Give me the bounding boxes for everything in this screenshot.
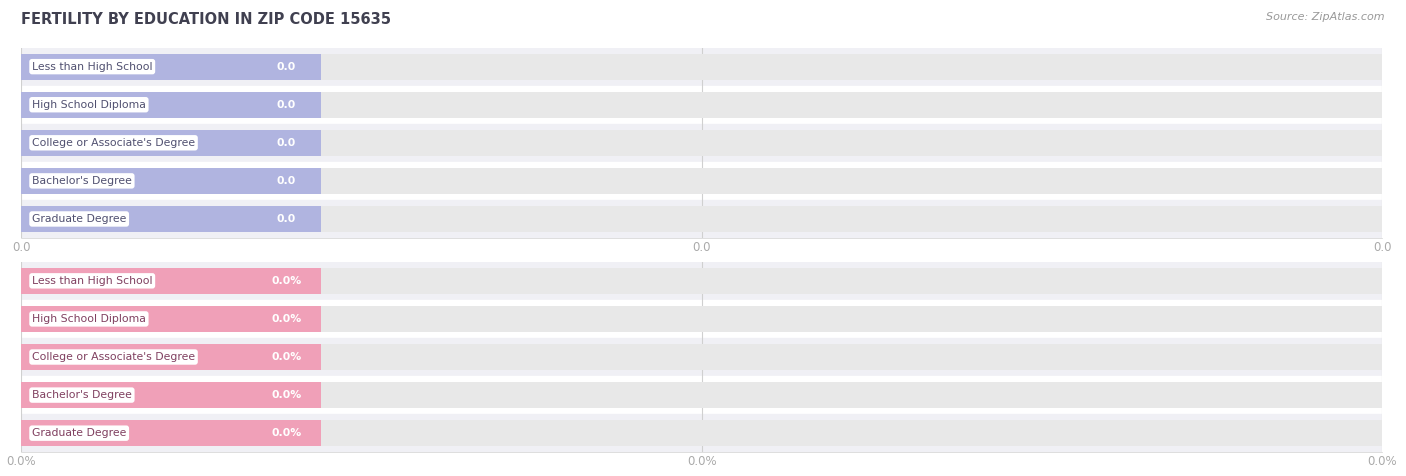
- Bar: [21, 48, 1382, 86]
- Bar: [21, 382, 1382, 408]
- Text: High School Diploma: High School Diploma: [32, 99, 146, 110]
- Bar: [21, 168, 1382, 194]
- Text: Bachelor's Degree: Bachelor's Degree: [32, 390, 132, 400]
- Bar: [21, 420, 1382, 446]
- Text: Less than High School: Less than High School: [32, 61, 152, 72]
- Text: FERTILITY BY EDUCATION IN ZIP CODE 15635: FERTILITY BY EDUCATION IN ZIP CODE 15635: [21, 12, 391, 27]
- Text: 0.0: 0.0: [277, 138, 297, 148]
- Text: 0.0%: 0.0%: [271, 276, 302, 286]
- Bar: [21, 300, 1382, 338]
- Bar: [21, 54, 1382, 79]
- Text: 0.0%: 0.0%: [271, 314, 302, 324]
- Text: 0.0%: 0.0%: [271, 352, 302, 362]
- Bar: [21, 206, 321, 232]
- Text: Bachelor's Degree: Bachelor's Degree: [32, 176, 132, 186]
- Bar: [21, 168, 321, 194]
- Bar: [21, 92, 321, 118]
- Text: Graduate Degree: Graduate Degree: [32, 428, 127, 438]
- Text: Source: ZipAtlas.com: Source: ZipAtlas.com: [1267, 12, 1385, 22]
- Text: 0.0%: 0.0%: [271, 390, 302, 400]
- Text: College or Associate's Degree: College or Associate's Degree: [32, 352, 195, 362]
- Bar: [21, 382, 321, 408]
- Text: High School Diploma: High School Diploma: [32, 314, 146, 324]
- Bar: [21, 124, 1382, 162]
- Bar: [21, 92, 1382, 118]
- Bar: [21, 206, 1382, 232]
- Text: 0.0: 0.0: [277, 176, 297, 186]
- Text: College or Associate's Degree: College or Associate's Degree: [32, 138, 195, 148]
- Text: Less than High School: Less than High School: [32, 276, 152, 286]
- Bar: [21, 268, 321, 294]
- Bar: [21, 414, 1382, 452]
- Bar: [21, 344, 321, 370]
- Bar: [21, 86, 1382, 124]
- Bar: [21, 306, 1382, 332]
- Text: 0.0%: 0.0%: [271, 428, 302, 438]
- Bar: [21, 268, 1382, 294]
- Text: 0.0: 0.0: [277, 99, 297, 110]
- Bar: [21, 344, 1382, 370]
- Text: 0.0: 0.0: [277, 214, 297, 224]
- Text: Graduate Degree: Graduate Degree: [32, 214, 127, 224]
- Bar: [21, 262, 1382, 300]
- Text: 0.0: 0.0: [277, 61, 297, 72]
- Bar: [21, 376, 1382, 414]
- Bar: [21, 130, 321, 156]
- Bar: [21, 420, 321, 446]
- Bar: [21, 306, 321, 332]
- Bar: [21, 54, 321, 79]
- Bar: [21, 130, 1382, 156]
- Bar: [21, 338, 1382, 376]
- Bar: [21, 200, 1382, 238]
- Bar: [21, 162, 1382, 200]
